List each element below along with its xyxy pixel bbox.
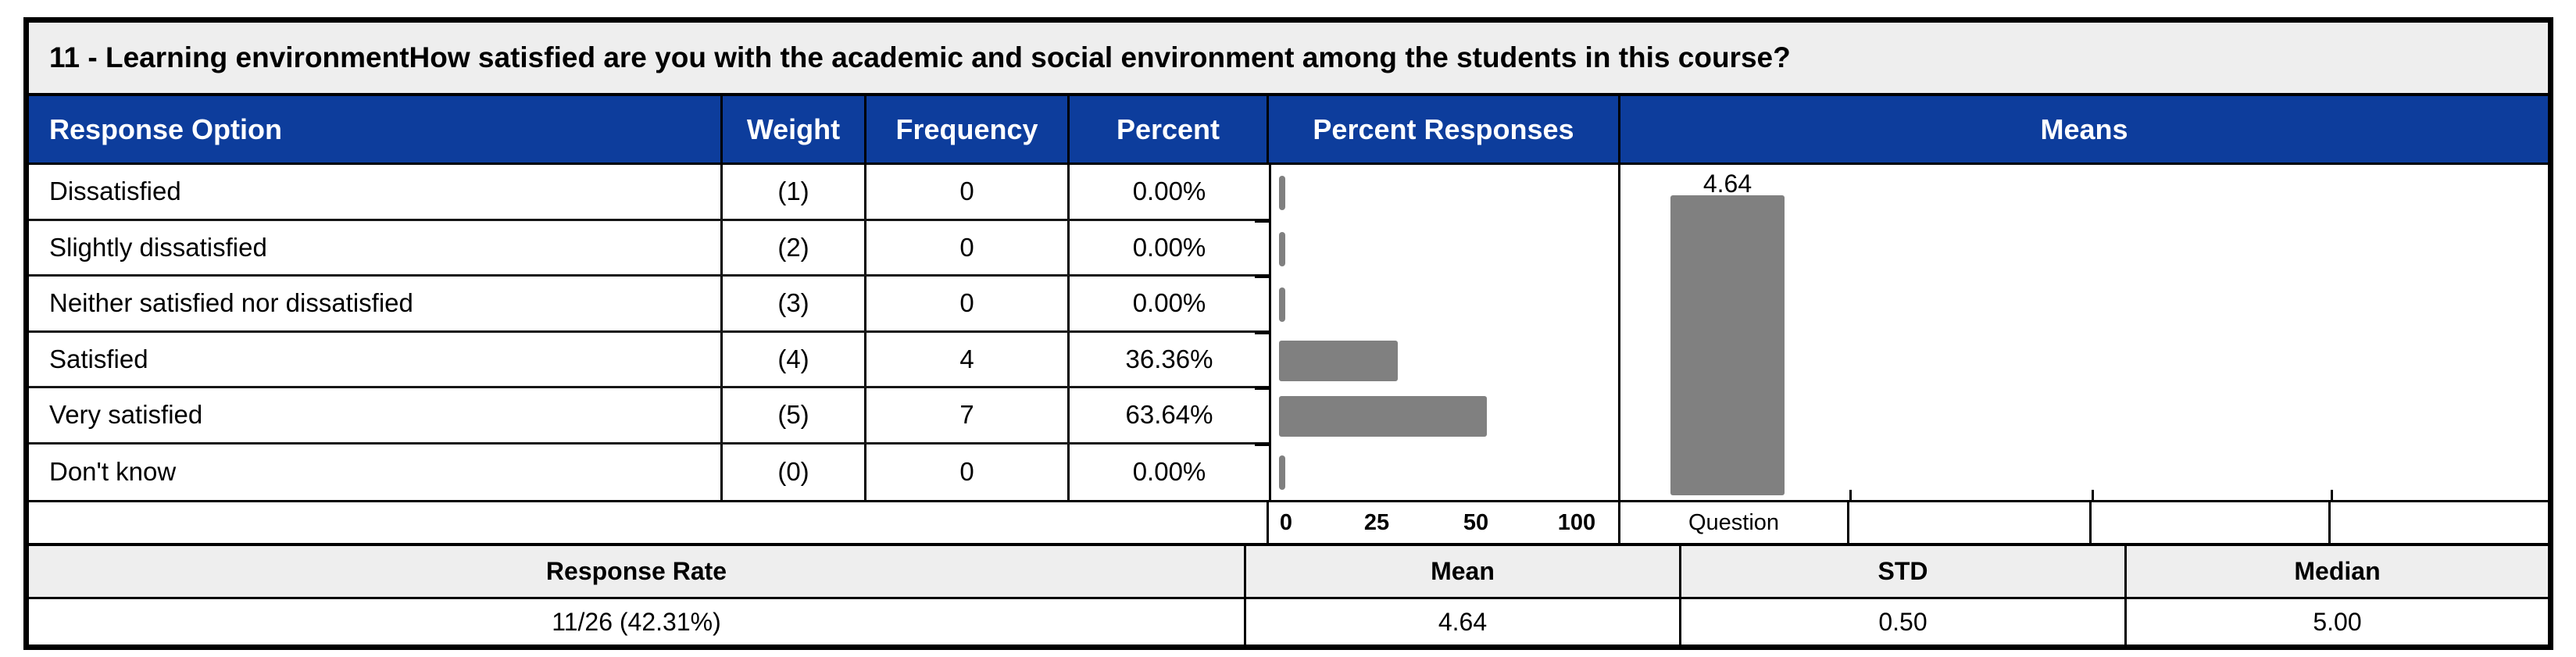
- axis-tick-label: 50: [1463, 510, 1489, 535]
- question-title-row: 11 - Learning environmentHow satisfied a…: [29, 23, 2548, 96]
- response-option-cell: Satisfied: [29, 332, 723, 386]
- percent-cell: 0.00%: [1132, 457, 1206, 487]
- weight-cell: (3): [723, 277, 866, 330]
- frequency-cell: 0: [866, 444, 1070, 500]
- weight-cell: (2): [723, 220, 866, 274]
- percent-cell: 0.00%: [1132, 288, 1206, 318]
- summary-value-row: 11/26 (42.31%) 4.64 0.50 5.00: [29, 599, 2548, 645]
- weight-cell: (5): [723, 388, 866, 442]
- table-row: Neither satisfied nor dissatisfied (3) 0…: [29, 277, 1269, 333]
- row-axis-tick: [1255, 442, 1269, 446]
- row-axis-tick: [1255, 387, 1269, 390]
- percent-response-zero-mark: [1279, 455, 1285, 490]
- axis-blank-cell: [2331, 502, 2548, 543]
- frequency-cell: 0: [866, 277, 1070, 330]
- axis-tick-label: 100: [1557, 510, 1596, 535]
- weight-cell: (4): [723, 332, 866, 386]
- frequency-cell: 4: [866, 332, 1070, 386]
- header-percent-responses: Percent Responses: [1269, 96, 1620, 162]
- summary-value-median: 5.00: [2313, 607, 2362, 636]
- response-option-cell: Dissatisfied: [29, 165, 723, 219]
- percent-response-zero-mark: [1279, 176, 1285, 210]
- percent-response-zero-mark: [1279, 287, 1285, 322]
- axis-blank-cell: [1849, 502, 2092, 543]
- table-row: Don't know (0) 0 0.00%: [29, 444, 1269, 500]
- table-row: Very satisfied (5) 7 63.64%: [29, 388, 1269, 445]
- percent-cell: 0.00%: [1132, 177, 1206, 206]
- summary-header-median: Median: [2294, 557, 2381, 585]
- percent-cell: 63.64%: [1125, 400, 1213, 430]
- weight-cell: (1): [723, 165, 866, 219]
- percent-response-zero-mark: [1279, 231, 1285, 266]
- percent-cell: 36.36%: [1125, 344, 1213, 373]
- response-option-cell: Don't know: [29, 444, 723, 500]
- axis-blank-cell: [2092, 502, 2331, 543]
- question-axis-label: Question: [1620, 502, 1849, 543]
- percent-axis-ticks: 0 25 50 100: [1269, 502, 1620, 543]
- frequency-cell: 0: [866, 165, 1070, 219]
- means-axis-tick: [2092, 490, 2094, 500]
- summary-header-row: Response Rate Mean STD Median: [29, 546, 2548, 599]
- summary-value-response-rate: 11/26 (42.31%): [29, 599, 1246, 645]
- column-header-row: Response Option Weight Frequency Percent…: [29, 96, 2548, 165]
- summary-header-std: STD: [1681, 546, 2127, 597]
- header-means: Means: [2040, 112, 2128, 145]
- chart-axis-row: 0 25 50 100 Question: [29, 502, 2548, 546]
- mean-bar: [1670, 195, 1785, 495]
- frequency-cell: 7: [866, 388, 1070, 442]
- percent-response-bar: [1279, 396, 1487, 437]
- weight-cell: (0): [723, 444, 866, 500]
- percent-responses-chart: [1255, 165, 1620, 500]
- percent-response-bar: [1279, 340, 1398, 381]
- table-row: Dissatisfied (1) 0 0.00%: [29, 165, 1269, 221]
- header-weight: Weight: [723, 96, 866, 162]
- row-axis-tick: [1255, 330, 1269, 334]
- response-option-cell: Slightly dissatisfied: [29, 220, 723, 274]
- row-axis-tick: [1255, 275, 1269, 278]
- header-response-option: Response Option: [29, 96, 723, 162]
- percent-cell: 0.00%: [1132, 232, 1206, 262]
- response-option-cell: Neither satisfied nor dissatisfied: [29, 277, 723, 330]
- survey-results-table: 11 - Learning environmentHow satisfied a…: [23, 17, 2553, 650]
- summary-value-std: 0.50: [1681, 599, 2127, 645]
- response-rows: Dissatisfied (1) 0 0.00% Slightly dissat…: [29, 165, 1269, 500]
- table-row: Slightly dissatisfied (2) 0 0.00%: [29, 220, 1269, 277]
- mean-bar-value-label: 4.64: [1702, 169, 1752, 198]
- means-axis-tick: [2331, 490, 2333, 500]
- header-frequency: Frequency: [866, 96, 1070, 162]
- summary-header-mean: Mean: [1246, 546, 1681, 597]
- means-chart: 4.64: [1620, 165, 2548, 500]
- question-title: 11 - Learning environmentHow satisfied a…: [49, 41, 1791, 73]
- header-percent: Percent: [1070, 96, 1269, 162]
- axis-tick-label: 0: [1279, 510, 1293, 535]
- summary-header-response-rate: Response Rate: [29, 546, 1246, 597]
- axis-tick-label: 25: [1363, 510, 1390, 535]
- axis-blank-cell: [29, 502, 1269, 543]
- means-axis-tick: [1849, 490, 1852, 500]
- response-option-cell: Very satisfied: [29, 388, 723, 442]
- data-region: Dissatisfied (1) 0 0.00% Slightly dissat…: [29, 165, 2548, 502]
- summary-value-mean: 4.64: [1246, 599, 1681, 645]
- row-axis-tick: [1255, 219, 1269, 223]
- table-row: Satisfied (4) 4 36.36%: [29, 332, 1269, 388]
- frequency-cell: 0: [866, 220, 1070, 274]
